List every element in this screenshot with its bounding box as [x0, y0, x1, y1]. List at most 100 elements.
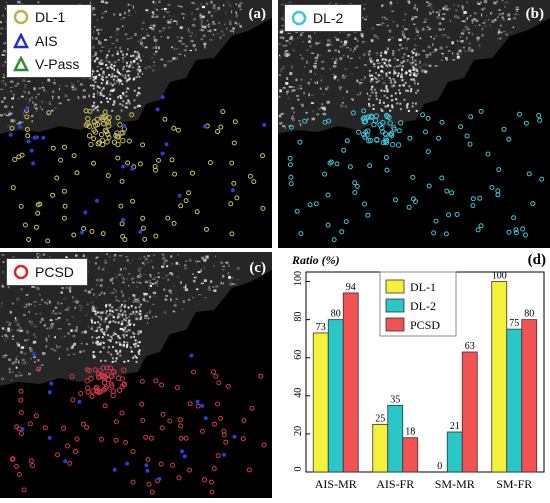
- bar-value-label: 63: [465, 341, 475, 352]
- detection-marker: [522, 232, 528, 238]
- detection-marker: [218, 124, 224, 130]
- detection-marker: [288, 181, 294, 187]
- detection-marker: [444, 188, 450, 194]
- detection-marker: [101, 387, 107, 393]
- detection-marker: [240, 436, 246, 442]
- detection-marker: [92, 367, 98, 373]
- detection-marker: [208, 479, 214, 485]
- detection-marker: [95, 371, 102, 377]
- detection-marker: [221, 432, 227, 438]
- detection-marker: [187, 401, 193, 407]
- legend-label: AIS: [35, 33, 58, 49]
- detection-marker: [517, 111, 522, 117]
- detection-marker: [387, 120, 393, 126]
- ais-marker: [177, 193, 182, 198]
- detection-marker: [288, 174, 294, 180]
- detection-marker: [21, 487, 27, 493]
- ais-marker: [24, 107, 29, 112]
- bar: [521, 319, 538, 473]
- detection-marker: [234, 195, 240, 201]
- ais-marker: [232, 434, 237, 439]
- detection-marker: [130, 479, 136, 485]
- detection-marker: [410, 174, 416, 180]
- detection-marker: [411, 196, 416, 202]
- detection-marker: [425, 149, 431, 155]
- detection-marker: [526, 171, 532, 177]
- detection-marker: [24, 127, 30, 132]
- detection-marker: [91, 136, 97, 142]
- detection-marker: [50, 145, 56, 151]
- detection-marker: [139, 378, 145, 384]
- detection-marker: [506, 229, 512, 235]
- legend-label: PCSD: [35, 264, 74, 280]
- ais-marker: [138, 229, 143, 234]
- detection-marker: [86, 367, 92, 374]
- detection-marker: [140, 225, 146, 231]
- bar: [402, 437, 419, 473]
- detection-marker: [220, 109, 226, 115]
- detection-marker: [362, 201, 367, 207]
- detection-marker: [388, 130, 395, 137]
- detection-marker: [178, 423, 184, 429]
- ais-marker: [195, 399, 200, 404]
- detection-marker: [28, 458, 34, 464]
- ais-marker: [47, 390, 52, 395]
- ais-marker: [31, 161, 36, 166]
- detection-marker: [362, 118, 369, 125]
- detection-marker: [125, 160, 131, 166]
- circle-icon: [13, 264, 29, 280]
- detection-marker: [96, 389, 103, 395]
- detection-marker: [74, 170, 80, 176]
- detection-marker: [115, 115, 121, 121]
- detection-marker: [58, 157, 64, 163]
- detection-marker: [122, 237, 128, 242]
- detection-marker: [363, 115, 370, 121]
- detection-marker: [354, 183, 360, 189]
- detection-marker: [87, 108, 93, 114]
- detection-marker: [307, 202, 313, 208]
- detection-marker: [10, 185, 16, 191]
- detection-marker: [341, 147, 347, 153]
- detection-marker: [288, 124, 294, 130]
- detection-marker: [113, 437, 119, 443]
- detection-marker: [106, 123, 112, 129]
- detection-marker: [443, 231, 449, 237]
- detection-marker: [109, 383, 115, 389]
- detection-marker: [258, 373, 264, 379]
- y-tick-label: 60: [293, 350, 304, 360]
- detection-marker: [55, 452, 60, 458]
- detection-marker: [102, 403, 108, 409]
- detection-marker: [33, 224, 39, 230]
- detection-marker: [458, 124, 464, 130]
- detection-marker: [449, 190, 455, 196]
- detection-marker: [384, 137, 390, 144]
- detection-marker: [158, 461, 164, 467]
- detection-marker: [89, 229, 95, 234]
- ais-marker: [94, 198, 99, 203]
- detection-marker: [149, 489, 155, 495]
- y-axis-label: Ratio (%): [291, 253, 340, 267]
- detection-marker: [153, 233, 159, 239]
- ais-marker: [145, 468, 150, 473]
- bar-value-label: 25: [375, 413, 385, 424]
- ais-marker: [32, 352, 37, 357]
- detection-marker: [102, 127, 109, 134]
- detection-marker: [137, 161, 143, 167]
- detection-marker: [361, 108, 367, 114]
- detection-marker: [115, 155, 121, 161]
- bar: [461, 351, 478, 473]
- detection-marker: [218, 415, 224, 421]
- detection-marker: [216, 380, 222, 386]
- panel-label-b: (b): [525, 6, 544, 22]
- detection-marker: [14, 463, 19, 469]
- detection-marker: [249, 405, 255, 411]
- detection-marker: [183, 198, 189, 204]
- x-tick-label: AIS-FR: [376, 477, 414, 491]
- detection-marker: [384, 167, 390, 173]
- detection-marker: [115, 375, 122, 381]
- detection-marker: [153, 378, 159, 384]
- detection-marker: [384, 113, 391, 120]
- detection-marker: [425, 115, 431, 121]
- detection-marker: [191, 369, 196, 375]
- detection-marker: [175, 127, 181, 133]
